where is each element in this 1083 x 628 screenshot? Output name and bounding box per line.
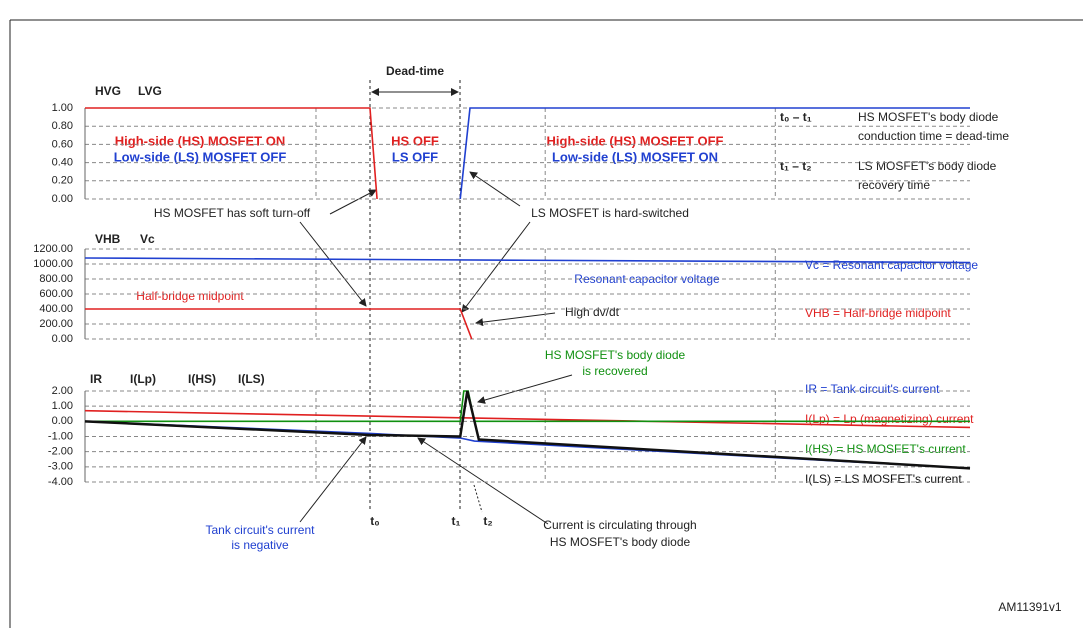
y-tick-label: 800.00 <box>39 273 73 285</box>
legend-entry: I(HS) <box>188 372 216 386</box>
y-tick-label: -2.00 <box>48 446 73 458</box>
series-line <box>84 257 971 264</box>
y-tick-label: 1200.00 <box>33 243 73 255</box>
note: conduction time = dead-time <box>858 129 1009 143</box>
note: Vc = Resonant capacitor voltage <box>805 258 978 272</box>
annotation: HS MOSFET's body diode <box>550 535 691 549</box>
annotation: is negative <box>231 538 289 552</box>
legend-entry: IR <box>90 372 102 386</box>
series-line <box>459 107 970 200</box>
note: I(HS) = HS MOSFET's current <box>805 442 966 456</box>
y-tick-label: 0.40 <box>52 157 73 169</box>
annotation: Low-side (LS) MOSFET ON <box>552 149 718 164</box>
annotation: HS MOSFET's body diode <box>545 348 686 362</box>
annotation: is recovered <box>582 364 647 378</box>
y-tick-label: 0.80 <box>52 120 73 132</box>
notes: t₀ – t₁ HS MOSFET's body diode conductio… <box>780 110 1062 614</box>
y-tick-label: 0.60 <box>52 138 73 150</box>
note: t₀ – t₁ <box>780 110 812 124</box>
series-line <box>84 390 971 470</box>
y-tick-label: 2.00 <box>52 385 73 397</box>
series-line <box>85 390 970 423</box>
time-marker: t₁ <box>452 514 461 528</box>
annotation: Tank circuit's current <box>206 523 316 537</box>
annotation: LS OFF <box>392 149 438 164</box>
legend-entry: I(Lp) <box>130 372 156 386</box>
note: IR = Tank circuit's current <box>805 382 940 396</box>
figure-code: AM11391v1 <box>998 600 1061 614</box>
annotation: High-side (HS) MOSFET ON <box>115 133 285 148</box>
y-tick-label: -3.00 <box>48 461 73 473</box>
annotation: LS MOSFET is hard-switched <box>531 206 689 220</box>
annotation: High-side (HS) MOSFET OFF <box>547 133 724 148</box>
y-tick-label: 400.00 <box>39 303 73 315</box>
note: I(LS) = LS MOSFET's current <box>805 472 962 486</box>
y-tick-label: 0.00 <box>52 415 73 427</box>
note: LS MOSFET's body diode <box>858 159 997 173</box>
y-tick-label: 600.00 <box>39 288 73 300</box>
y-tick-label: 1.00 <box>52 400 73 412</box>
y-tick-label: 0.00 <box>52 333 73 345</box>
note: HS MOSFET's body diode <box>858 110 999 124</box>
annotation: Current is circulating through <box>543 518 696 532</box>
annotation: Low-side (LS) MOSFET OFF <box>114 149 287 164</box>
y-tick-label: 200.00 <box>39 318 73 330</box>
note: I(Lp) = Lp (magnetizing) current <box>805 412 974 426</box>
y-tick-label: -1.00 <box>48 430 73 442</box>
legend-entry: HVG <box>95 84 121 98</box>
annotation: Half-bridge midpoint <box>136 289 244 303</box>
series-line <box>85 107 378 200</box>
time-marker: t₀ <box>370 514 379 528</box>
annotations: Dead-time High-side (HS) MOSFET ON Low-s… <box>114 64 724 552</box>
y-tick-label: 1.00 <box>52 102 73 114</box>
annotation: HS MOSFET has soft turn-off <box>154 206 311 220</box>
annotation: Dead-time <box>386 64 444 78</box>
note: t₁ – t₂ <box>780 159 812 173</box>
frame <box>9 19 1083 628</box>
legend-entry: VHB <box>95 232 121 246</box>
series-line <box>85 308 473 340</box>
y-tick-label: 0.00 <box>52 193 73 205</box>
legend-entry: LVG <box>138 84 162 98</box>
legend-entry: Vc <box>140 232 155 246</box>
time-marker: t₂ <box>483 514 492 528</box>
legend-entry: I(LS) <box>238 372 265 386</box>
note: VHB = Half-bridge midpoint <box>805 306 951 320</box>
y-tick-label: 1000.00 <box>33 258 73 270</box>
y-tick-label: 0.20 <box>52 175 73 187</box>
annotation: HS OFF <box>391 133 439 148</box>
series-line <box>84 409 971 429</box>
annotation: High dv/dt <box>565 305 620 319</box>
note: recovery time <box>858 178 930 192</box>
y-tick-label: -4.00 <box>48 476 73 488</box>
